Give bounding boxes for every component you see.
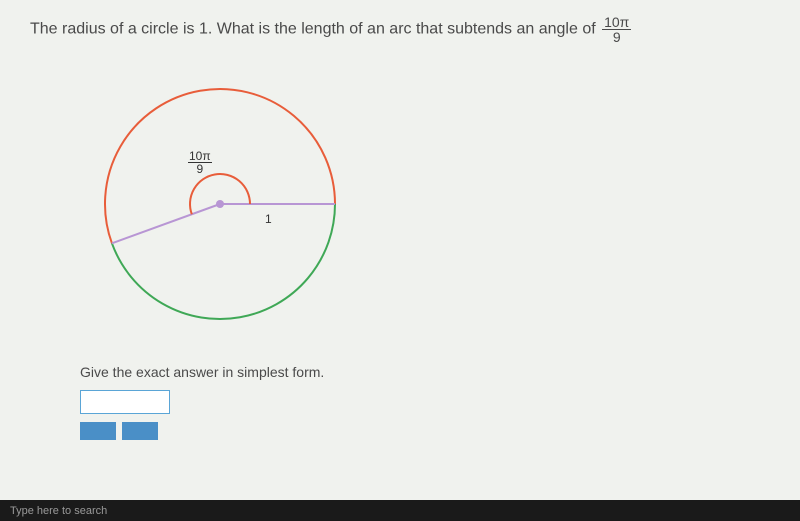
radius-label: 1 [265,212,272,226]
button-row [80,422,770,440]
diagram-svg [80,64,360,344]
taskbar: Type here to search [0,500,800,521]
circle-diagram: 10π 9 1 [80,64,360,344]
taskbar-search-text[interactable]: Type here to search [10,505,107,517]
inner-angle-arc [190,174,250,214]
radius-line-2 [112,204,220,243]
angle-label-den: 9 [196,163,203,175]
action-button-1[interactable] [80,422,116,440]
question-fraction-num: 10π [602,15,631,30]
angle-label: 10π 9 [188,150,212,175]
center-dot [216,200,224,208]
action-button-2[interactable] [122,422,158,440]
major-arc [105,89,335,243]
instruction-text: Give the exact answer in simplest form. [80,364,770,380]
question-text: The radius of a circle is 1. What is the… [30,15,770,44]
question-fraction: 10π 9 [602,15,631,44]
minor-arc [112,204,335,319]
question-fraction-den: 9 [611,30,623,44]
answer-input[interactable] [80,390,170,414]
question-prefix: The radius of a circle is 1. What is the… [30,21,600,38]
content-area: The radius of a circle is 1. What is the… [0,0,800,500]
answer-input-wrapper [80,390,770,414]
